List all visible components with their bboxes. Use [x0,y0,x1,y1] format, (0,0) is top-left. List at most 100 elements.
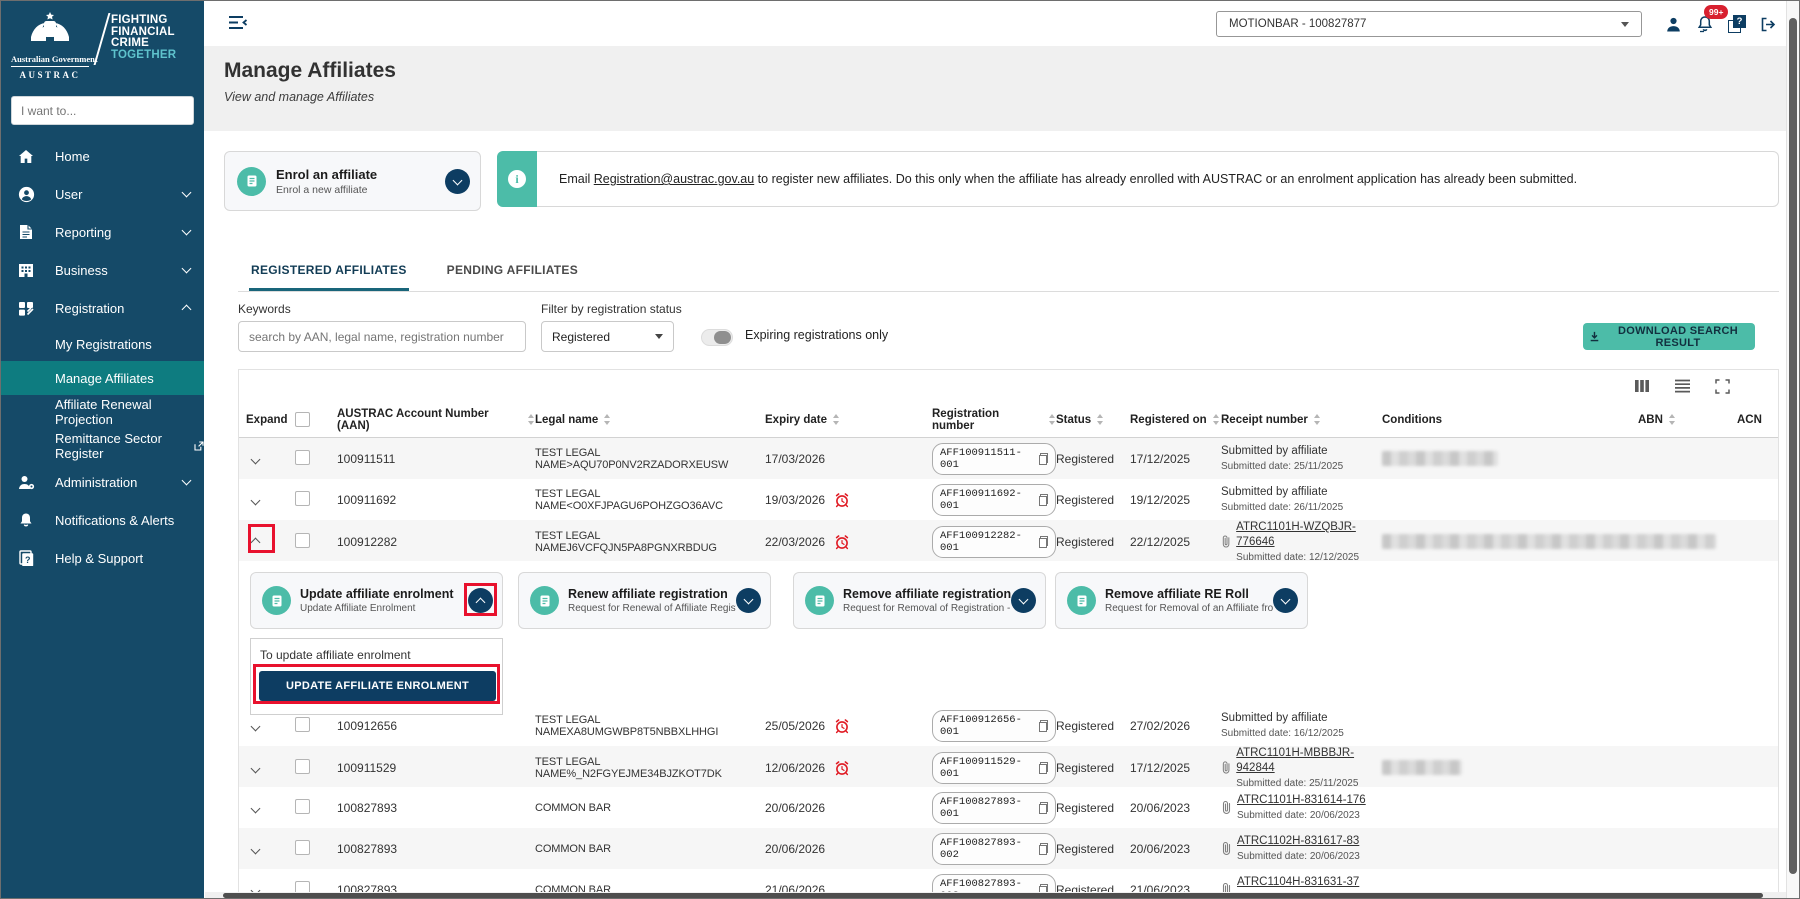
sidebar-item-my-registrations[interactable]: My Registrations [55,336,152,352]
sidebar-item-administration[interactable]: Administration [1,463,204,501]
row-expand-button[interactable] [246,448,265,470]
row-expand-button[interactable] [246,797,265,819]
cell-legal-name: TEST LEGAL NAMEJ6VCFQJN5PA8PGNXRBDUG [535,529,717,554]
sidebar-item-registration[interactable]: Registration [1,289,204,327]
row-expand-button[interactable] [246,715,265,737]
sidebar-item-manage-affiliates[interactable]: Manage Affiliates [1,361,204,395]
row-checkbox[interactable] [295,449,310,465]
cell-receipt: ATRC1101H-831614-176 Submitted date: 20/0… [1221,793,1382,822]
entity-selector-dropdown[interactable]: MOTIONBAR - 100827877 [1216,11,1642,37]
table-row: 100911692 TEST LEGAL NAME<O0XFJPAGU6POHZ… [239,479,1778,520]
expiring-only-label: Expiring registrations only [745,328,889,342]
tab-registered-affiliates[interactable]: REGISTERED AFFILIATES [249,257,409,291]
sidebar-item-business[interactable]: Business [1,251,204,289]
copy-icon[interactable] [1038,452,1049,465]
collapse-card-button[interactable] [468,588,493,613]
row-expand-button[interactable] [246,838,265,860]
expiring-only-toggle[interactable] [701,329,733,346]
col-aan[interactable]: AUSTRAC Account Number (AAN) [337,408,535,432]
help-icon[interactable]: ? [1726,13,1748,35]
table-toolbar [239,370,1778,402]
row-checkbox[interactable] [295,532,310,548]
horizontal-scrollbar[interactable] [205,892,1787,898]
sidebar-item-affiliate-renewal-projection[interactable]: Affiliate Renewal Projection [55,397,152,427]
expand-enrol-card-button[interactable] [445,168,470,194]
info-banner-text: Email Registration@austrac.gov.au to reg… [537,151,1779,207]
keywords-search-input[interactable] [238,321,526,352]
cell-registered-on: 19/12/2025 [1130,492,1191,507]
tagline: FIGHTING FINANCIAL CRIME TOGETHER [93,13,176,65]
fullscreen-icon[interactable] [1715,378,1730,394]
profile-icon[interactable] [1662,13,1684,35]
col-receipt-number[interactable]: Receipt number [1221,414,1382,426]
receipt-link[interactable]: ATRC1101H-WZQBJR-776646 [1236,521,1356,548]
row-checkbox[interactable] [295,490,310,506]
remove-affiliate-registration-card[interactable]: Remove affiliate registration Request fo… [793,572,1046,629]
row-checkbox[interactable] [295,798,310,814]
col-registration-number[interactable]: Registration number [932,408,1056,432]
table-row-expanded: 100912282 TEST LEGAL NAMEJ6VCFQJN5PA8PGN… [239,520,1778,563]
vertical-scrollbar[interactable] [1786,1,1799,898]
status-filter-label: Filter by registration status [541,302,682,316]
slash-decoration [93,13,111,65]
row-density-icon[interactable] [1674,379,1691,393]
col-legal-name[interactable]: Legal name [535,414,765,426]
copy-icon[interactable] [1038,842,1049,855]
column-settings-icon[interactable] [1634,379,1650,393]
copy-icon[interactable] [1038,801,1049,814]
receipt-link[interactable]: ATRC1102H-831617-83 [1237,835,1360,848]
receipt-link[interactable]: ATRC1104H-831631-37 [1237,876,1360,889]
renew-affiliate-registration-card[interactable]: Renew affiliate registration Request for… [518,572,771,629]
col-status[interactable]: Status [1056,414,1130,426]
sidebar-item-remittance-sector-register[interactable]: Remittance Sector Register [1,429,204,463]
update-affiliate-enrolment-button[interactable]: UPDATE AFFILIATE ENROLMENT [259,671,496,701]
download-search-result-button[interactable]: DOWNLOAD SEARCH RESULT [1583,323,1755,350]
sidebar-item-reporting[interactable]: Reporting [1,213,204,251]
registration-email-link[interactable]: Registration@austrac.gov.au [593,172,755,186]
copy-icon[interactable] [1038,719,1049,732]
cell-conditions [1382,451,1638,466]
cell-legal-name: COMMON BAR [535,801,612,814]
row-checkbox[interactable] [295,716,310,732]
sidebar-item-notifications[interactable]: Notifications & Alerts [1,501,204,539]
sidebar-item-home[interactable]: Home [1,137,204,175]
col-acn[interactable]: ACN [1737,413,1762,426]
user-icon [17,185,35,203]
sidebar-item-help-support[interactable]: ? Help & Support [1,539,204,577]
row-expand-button[interactable] [246,757,265,779]
status-filter-select[interactable]: Registered [541,321,674,352]
sidebar-collapse-icon[interactable] [228,15,248,35]
i-want-to-search-input[interactable] [11,96,194,125]
row-expand-button[interactable] [246,489,265,511]
expand-card-button[interactable] [736,588,761,613]
expand-card-button[interactable] [1011,588,1036,613]
row-checkbox[interactable] [295,758,310,774]
remove-affiliate-re-roll-card[interactable]: Remove affiliate RE Roll Request for Rem… [1055,572,1308,629]
expand-card-button[interactable] [1273,588,1298,613]
col-registered-on[interactable]: Registered on [1130,414,1221,426]
table-row: 100911529 TEST LEGAL NAME%_N2FGYEJME34BJ… [239,746,1778,789]
cell-registered-on: 21/06/2023 [1130,882,1191,894]
tab-pending-affiliates[interactable]: PENDING AFFILIATES [446,263,579,277]
row-checkbox[interactable] [295,839,310,855]
copy-icon[interactable] [1038,761,1049,774]
report-icon [17,223,35,241]
col-abn[interactable]: ABN [1638,414,1737,426]
expiring-clock-icon [835,718,849,733]
update-affiliate-enrolment-card[interactable]: Update affiliate enrolment Update Affili… [250,572,503,629]
enrol-affiliate-card[interactable]: Enrol an affiliate Enrol a new affiliate [224,151,481,211]
cell-expiry-date: 20/06/2026 [765,841,826,856]
sidebar-item-user[interactable]: User [1,175,204,213]
receipt-link[interactable]: ATRC1101H-831614-176 [1237,794,1366,807]
row-collapse-button[interactable] [246,531,265,553]
copy-icon[interactable] [1038,493,1049,506]
select-all-checkbox[interactable] [295,412,310,427]
logout-icon[interactable] [1757,13,1779,35]
gov-label: Australian Government [11,54,98,67]
copy-icon[interactable] [1038,535,1049,548]
col-expiry-date[interactable]: Expiry date [765,414,932,426]
cell-receipt: Submitted by affiliate Submitted date: 16… [1221,712,1344,739]
row-checkbox[interactable] [295,880,310,893]
receipt-link[interactable]: ATRC1101H-MBBBJR-942844 [1236,747,1355,774]
sort-icon [1049,414,1056,425]
